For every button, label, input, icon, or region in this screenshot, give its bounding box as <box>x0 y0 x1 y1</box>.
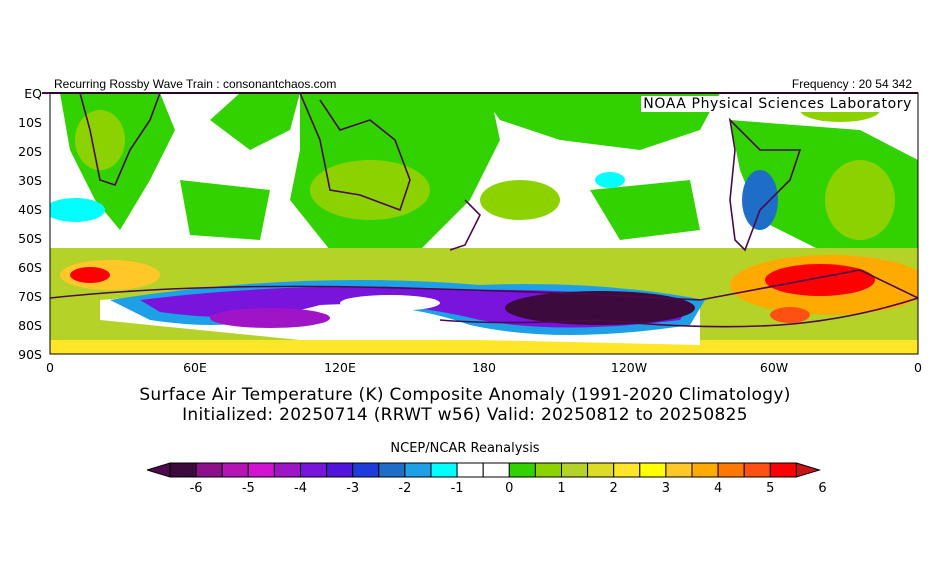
coastlines <box>50 93 918 328</box>
colorbar-label: NCEP/NCAR Reanalysis <box>390 441 540 456</box>
header-source: Recurring Rossby Wave Train : consonantc… <box>54 77 337 91</box>
colorbar-tick: -6 <box>189 481 203 496</box>
colorbar-swatch <box>769 462 797 478</box>
lon-label: 60W <box>759 360 789 375</box>
colorbar-swatch <box>561 462 589 478</box>
colorbar-tick: 3 <box>661 481 671 496</box>
colorbar-swatch <box>717 462 745 478</box>
lon-label: 120E <box>324 360 356 375</box>
colorbar-swatch <box>587 462 615 478</box>
colorbar-swatch <box>300 462 328 478</box>
lat-label: 50S <box>18 231 42 246</box>
lon-label: 0 <box>914 360 922 375</box>
lat-label: 80S <box>18 318 42 333</box>
colorbar-tick: 2 <box>609 481 618 496</box>
colorbar-tick: -1 <box>450 481 464 496</box>
lat-label: 90S <box>18 347 42 362</box>
colorbar <box>147 462 822 478</box>
lon-label: 180 <box>472 360 496 375</box>
colorbar-swatch <box>508 462 536 478</box>
colorbar-swatch <box>613 462 641 478</box>
lat-label: 70S <box>18 289 42 304</box>
lon-label: 120W <box>610 360 648 375</box>
colorbar-swatch <box>404 462 432 478</box>
colorbar-tick: 1 <box>557 481 566 496</box>
colorbar-tick: 4 <box>713 481 723 496</box>
lat-label: 30S <box>18 173 42 188</box>
lon-label: 60E <box>183 360 207 375</box>
lon-label: 0 <box>46 360 54 375</box>
colorbar-swatch <box>665 462 693 478</box>
colorbar-swatch <box>352 462 380 478</box>
colorbar-swatch <box>482 462 510 478</box>
lat-label: 10S <box>18 115 42 130</box>
lat-label: 20S <box>18 144 42 159</box>
colorbar-swatch <box>430 462 458 478</box>
colorbar-swatch <box>195 462 223 478</box>
colorbar-tick: -4 <box>294 481 307 496</box>
lab-label: NOAA Physical Sciences Laboratory <box>641 96 914 112</box>
colorbar-swatch <box>639 462 667 478</box>
colorbar-tick: -5 <box>241 481 255 496</box>
lat-label: EQ <box>24 86 42 101</box>
colorbar-swatch <box>456 462 484 478</box>
lat-label: 40S <box>18 202 42 217</box>
colorbar-swatch <box>743 462 771 478</box>
colorbar-swatch <box>221 462 249 478</box>
colorbar-swatch <box>691 462 719 478</box>
colorbar-swatch <box>326 462 354 478</box>
colorbar-tick: -3 <box>346 481 360 496</box>
colorbar-swatch <box>534 462 562 478</box>
colorbar-low-arrow <box>147 462 171 478</box>
colorbar-high-arrow <box>795 462 822 478</box>
colorbar-swatch <box>273 462 302 478</box>
colorbar-swatch <box>247 462 275 478</box>
colorbar-tick: -2 <box>398 481 412 496</box>
colorbar-swatch <box>378 462 406 478</box>
colorbar-tick: 6 <box>818 481 827 496</box>
map-subtitle: Initialized: 20250714 (RRWT w56) Valid: … <box>182 405 748 425</box>
header-frequency: Frequency : 20 54 342 <box>791 77 912 91</box>
anomaly-map <box>42 92 919 355</box>
colorbar-tick: 5 <box>766 481 775 496</box>
lat-label: 60S <box>18 260 42 275</box>
colorbar-tick: 0 <box>505 481 514 496</box>
map-title: Surface Air Temperature (K) Composite An… <box>139 385 791 405</box>
colorbar-swatch <box>169 462 197 478</box>
